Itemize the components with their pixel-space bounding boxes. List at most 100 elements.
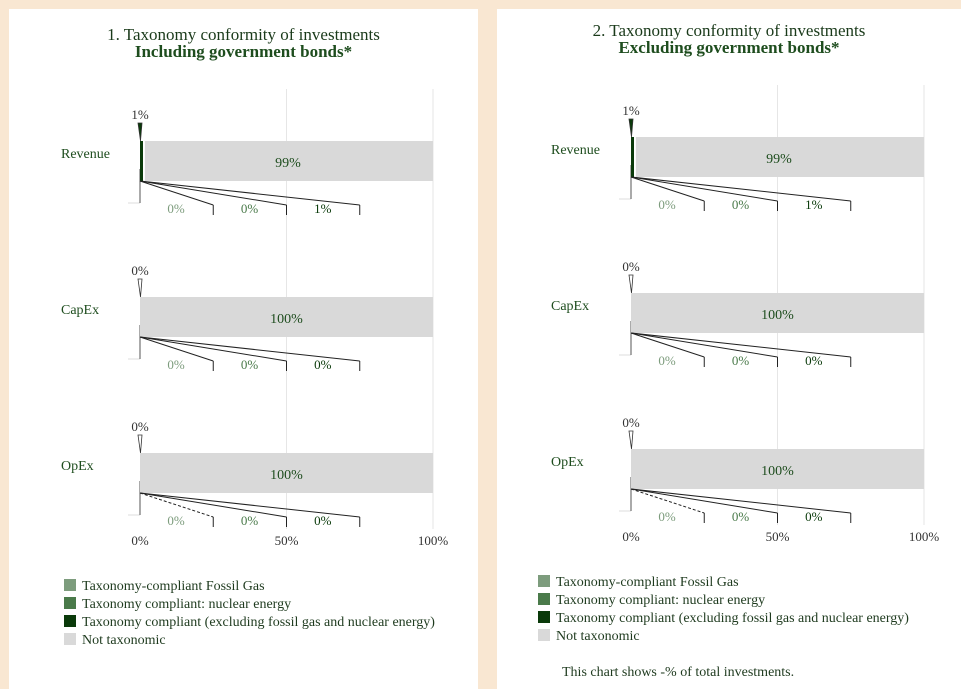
- legend-label: Taxonomy-compliant Fossil Gas: [556, 575, 739, 590]
- category-label: CapEx: [551, 299, 589, 314]
- breakdown-fan-line: [630, 332, 705, 358]
- breakdown-fan-line: [139, 180, 214, 206]
- breakdown-fan-line: [139, 492, 214, 518]
- legend-swatch: [64, 579, 76, 591]
- legend-item-fossil-gas: Taxonomy-compliant Fossil Gas: [538, 574, 909, 592]
- callout-marker: [628, 118, 634, 138]
- total-taxonomy-label: 0%: [131, 263, 149, 278]
- breakdown-value-label: 0%: [167, 357, 185, 372]
- breakdown-fan-line: [630, 488, 851, 514]
- breakdown-fan-line: [139, 492, 287, 518]
- bar-taxonomy-compliant: [140, 141, 143, 181]
- breakdown-fan-line: [630, 488, 705, 514]
- legend-label: Not taxonomic: [82, 633, 166, 648]
- breakdown-value-label: 0%: [241, 201, 259, 216]
- legend-swatch: [64, 597, 76, 609]
- bar-not-taxonomic: [635, 137, 924, 177]
- chart-title-line: 1. Taxonomy conformity of investments: [107, 25, 380, 44]
- legend-item-not-taxonomic: Not taxonomic: [64, 632, 435, 650]
- breakdown-value-label: 0%: [314, 513, 332, 528]
- category-label: OpEx: [61, 459, 94, 474]
- total-taxonomy-label: 1%: [131, 107, 149, 122]
- legend-item-nuclear: Taxonomy compliant: nuclear energy: [64, 596, 435, 614]
- chart-subtitle-line: Including government bonds*: [134, 42, 353, 61]
- bar-not-taxonomic: [631, 449, 924, 489]
- callout-marker: [137, 278, 143, 298]
- breakdown-value-label: 0%: [805, 509, 823, 524]
- breakdown-value-label: 0%: [732, 353, 750, 368]
- breakdown-value-label: 1%: [314, 201, 332, 216]
- bar-chart-including-bonds: Revenue 99% 1% 0% 0% 1% CapEx 100% 0% 0% 0% 0% OpEx 1…: [61, 89, 449, 548]
- breakdown-fan-line: [139, 492, 360, 518]
- total-taxonomy-label: 1%: [622, 103, 640, 118]
- chart-panel-excluding-bonds: 2. Taxonomy conformity of investments Ex…: [497, 9, 961, 689]
- breakdown-value-label: 0%: [658, 509, 676, 524]
- x-tick-label: 0%: [622, 529, 640, 544]
- legend-swatch: [64, 615, 76, 627]
- legend-item-nuclear: Taxonomy compliant: nuclear energy: [538, 592, 909, 610]
- breakdown-value-label: 0%: [167, 513, 185, 528]
- breakdown-value-label: 0%: [241, 513, 259, 528]
- bar-value-label: 100%: [761, 464, 794, 479]
- bar-taxonomy-compliant: [631, 137, 634, 177]
- callout-marker: [628, 274, 634, 294]
- legend-swatch: [538, 611, 550, 623]
- bar-not-taxonomic: [144, 141, 433, 181]
- category-label: Revenue: [61, 147, 110, 162]
- breakdown-fan-line: [139, 180, 287, 206]
- category-label: OpEx: [551, 455, 584, 470]
- breakdown-fan-line: [630, 332, 851, 358]
- legend-item-taxonomy-compliant: Taxonomy compliant (excluding fossil gas…: [64, 614, 435, 632]
- legend-label: Taxonomy compliant: nuclear energy: [556, 593, 766, 608]
- bar-chart-excluding-bonds: Revenue 99% 1% 0% 0% 1% CapEx 100% 0% 0% 0% 0% OpEx 1…: [551, 85, 940, 544]
- bar-value-label: 99%: [766, 152, 792, 167]
- bar-value-label: 99%: [275, 156, 301, 171]
- chart-note: This chart shows -% of total investments…: [562, 665, 795, 680]
- x-tick-label: 100%: [909, 529, 940, 544]
- breakdown-fan-line: [139, 180, 360, 206]
- legend-label: Taxonomy-compliant Fossil Gas: [82, 579, 265, 594]
- legend-item-taxonomy-compliant: Taxonomy compliant (excluding fossil gas…: [538, 610, 909, 628]
- breakdown-value-label: 0%: [805, 353, 823, 368]
- breakdown-fan-line: [139, 336, 360, 362]
- legend-swatch: [64, 633, 76, 645]
- breakdown-fan-line: [630, 176, 851, 202]
- chart-panel-including-bonds: 1. Taxonomy conformity of investments In…: [9, 9, 478, 689]
- x-tick-label: 100%: [418, 533, 449, 548]
- breakdown-fan-line: [630, 488, 778, 514]
- legend-swatch: [538, 629, 550, 641]
- breakdown-value-label: 0%: [658, 197, 676, 212]
- breakdown-fan-line: [630, 332, 778, 358]
- total-taxonomy-label: 0%: [622, 415, 640, 430]
- bar-value-label: 100%: [270, 468, 303, 483]
- breakdown-value-label: 1%: [805, 197, 823, 212]
- breakdown-fan-line: [139, 336, 214, 362]
- x-tick-label: 0%: [131, 533, 149, 548]
- category-label: Revenue: [551, 143, 600, 158]
- breakdown-fan-line: [139, 336, 287, 362]
- callout-marker: [137, 434, 143, 454]
- bar-not-taxonomic: [631, 293, 924, 333]
- bar-value-label: 100%: [270, 312, 303, 327]
- legend-label: Taxonomy compliant: nuclear energy: [82, 597, 292, 612]
- legend-label: Not taxonomic: [556, 629, 640, 644]
- legend-swatch: [538, 575, 550, 587]
- legend-item-not-taxonomic: Not taxonomic: [538, 628, 909, 646]
- legend-item-fossil-gas: Taxonomy-compliant Fossil Gas: [64, 578, 435, 596]
- breakdown-value-label: 0%: [732, 197, 750, 212]
- breakdown-value-label: 0%: [314, 357, 332, 372]
- breakdown-value-label: 0%: [658, 353, 676, 368]
- chart-legend: Taxonomy-compliant Fossil Gas Taxonomy c…: [64, 578, 435, 650]
- bar-value-label: 100%: [761, 308, 794, 323]
- chart-title-line: 2. Taxonomy conformity of investments: [592, 21, 866, 40]
- category-label: CapEx: [61, 303, 99, 318]
- chart-title: 1. Taxonomy conformity of investments In…: [9, 26, 478, 60]
- legend-label: Taxonomy compliant (excluding fossil gas…: [82, 615, 435, 630]
- breakdown-fan-line: [630, 176, 778, 202]
- chart-title: 2. Taxonomy conformity of investments Ex…: [497, 22, 961, 56]
- bar-not-taxonomic: [140, 453, 433, 493]
- callout-marker: [137, 122, 143, 142]
- x-tick-label: 50%: [766, 529, 790, 544]
- breakdown-value-label: 0%: [732, 509, 750, 524]
- breakdown-value-label: 0%: [167, 201, 185, 216]
